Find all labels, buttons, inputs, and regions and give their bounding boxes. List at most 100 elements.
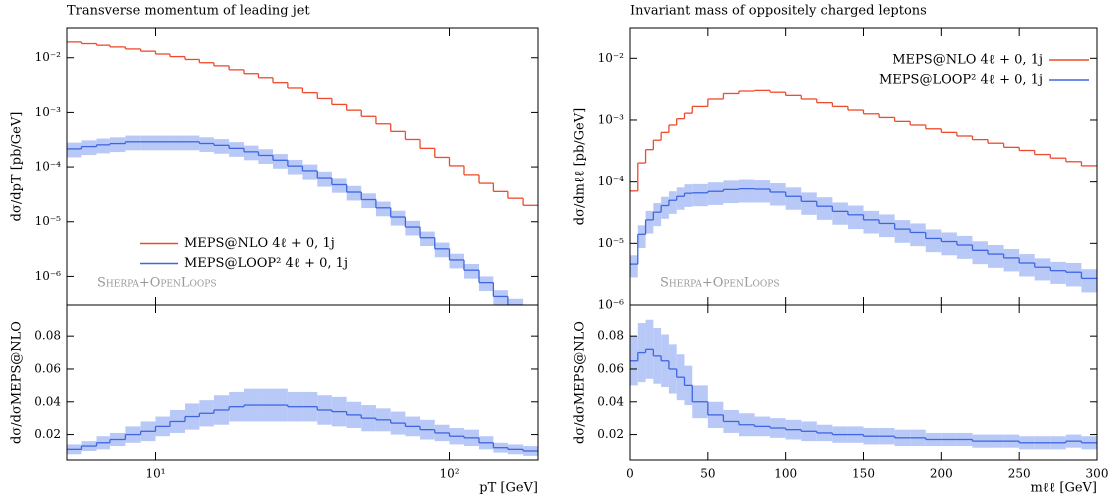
y-tick-label: 0.06 (34, 361, 61, 375)
uncertainty-band (972, 241, 989, 265)
uncertainty-band (630, 255, 638, 278)
uncertainty-band (894, 220, 911, 243)
uncertainty-band (125, 135, 141, 151)
uncertainty-band (661, 196, 669, 219)
y-tick-label: 10⁻⁶ (35, 269, 62, 283)
y-tick-label: 0.04 (597, 394, 624, 408)
uncertainty-band (988, 244, 1004, 268)
y-tick-label: 0.08 (597, 329, 624, 343)
x-tick-label: 100 (774, 467, 797, 481)
y-tick-label: 10⁻⁵ (35, 214, 62, 228)
panel: 10⁻⁶ 10⁻⁵ 10⁻⁴ 10⁻³ 10⁻² Transverse momentum … (10, 4, 539, 323)
x-tick-label: 150 (852, 467, 875, 481)
uncertainty-band (832, 202, 848, 225)
uncertainty-band (155, 135, 170, 151)
y-tick-label: 10⁻⁶ (598, 298, 625, 312)
uncertainty-band (653, 203, 662, 227)
y-axis-label: dσ/dσMEPS@NLO (10, 321, 25, 444)
y-tick-label: 10⁻⁴ (35, 160, 62, 174)
uncertainty-band (637, 225, 646, 248)
panel: 10⁻⁶ 10⁻⁵ 10⁻⁴ 10⁻³ 10⁻² Invariant mass of op… (573, 4, 1098, 312)
uncertainty-band (723, 180, 739, 204)
y-tick-label: 0.02 (597, 427, 624, 441)
y-tick-label: 10⁻⁵ (598, 236, 625, 250)
uncertainty-band (1003, 248, 1020, 272)
uncertainty-band (956, 235, 973, 259)
y-tick-label: 10⁻² (598, 51, 625, 65)
uncertainty-band (493, 290, 508, 305)
uncertainty-band (273, 154, 288, 169)
uncertainty-band (169, 135, 186, 151)
y-axis-label: dσ/dmℓℓ [pb/GeV] (573, 108, 588, 225)
uncertainty-band (213, 139, 230, 154)
legend-label: MEPS@LOOP² 4ℓ + 0, 1j (184, 256, 348, 271)
uncertainty-band (229, 142, 245, 157)
uncertainty-band (645, 210, 654, 234)
y-tick-label: 10⁻³ (35, 105, 62, 119)
plot-area (630, 89, 1097, 293)
uncertainty-band (847, 205, 864, 230)
uncertainty-band (941, 232, 957, 256)
uncertainty-band (523, 308, 538, 323)
uncertainty-band (420, 231, 435, 247)
uncertainty-band (676, 187, 685, 210)
frame (66, 304, 539, 461)
uncertainty-band (507, 298, 524, 305)
uncertainty-band (258, 149, 274, 164)
x-tick-label: 10² (439, 467, 459, 481)
uncertainty-band (375, 201, 391, 217)
legend-label: MEPS@NLO 4ℓ + 0, 1j (184, 236, 335, 251)
chart-title: Invariant mass of oppositely charged lep… (630, 4, 927, 19)
uncertainty-band (1065, 262, 1082, 287)
uncertainty-band (879, 214, 895, 238)
plot-area (67, 41, 538, 323)
uncertainty-band (910, 223, 926, 247)
annotation: Sherpa+OpenLoops (97, 276, 217, 291)
y-tick-label: 0.02 (34, 427, 61, 441)
uncertainty-band (707, 182, 724, 205)
uncertainty-band (434, 242, 450, 258)
uncertainty-band (684, 184, 693, 207)
x-tick-label: 0 (626, 467, 634, 481)
uncertainty-band (346, 185, 362, 201)
uncertainty-band (96, 138, 110, 154)
uncertainty-band (863, 210, 880, 234)
uncertainty-band (1050, 261, 1066, 284)
uncertainty-band (140, 135, 156, 151)
uncertainty-band (754, 180, 771, 203)
uncertainty-band (1081, 269, 1097, 293)
uncertainty-band (67, 142, 82, 158)
legend-label: MEPS@LOOP² 4ℓ + 0, 1j (879, 73, 1043, 88)
uncertainty-band (81, 140, 97, 156)
y-tick-label: 0.06 (597, 361, 624, 375)
uncertainty-band (801, 192, 817, 215)
y-tick-label: 10⁻³ (598, 112, 625, 126)
y-tick-label: 10⁻² (35, 50, 62, 64)
y-tick-label: 10⁻⁴ (598, 174, 625, 188)
uncertainty-band (449, 253, 464, 269)
uncertainty-band (692, 183, 708, 207)
x-tick-label: 50 (700, 467, 715, 481)
plot-area (67, 388, 538, 456)
x-tick-label: 300 (1086, 467, 1109, 481)
uncertainty-band (1034, 258, 1051, 281)
panel: 0.02 0.04 0.06 0.08 0 50 100 150 200 250 300 dσ/dσM… (573, 304, 1109, 495)
uncertainty-band (1019, 254, 1035, 277)
uncertainty-band (109, 137, 126, 153)
uncertainty-band (479, 276, 494, 292)
legend-label: MEPS@NLO 4ℓ + 0, 1j (892, 53, 1043, 68)
uncertainty-band (738, 179, 755, 203)
uncertainty-band (361, 193, 376, 209)
x-axis-label: pT [GeV] (479, 481, 538, 495)
uncertainty-band (244, 145, 259, 161)
uncertainty-band (185, 135, 200, 151)
uncertainty-band (199, 137, 214, 152)
x-tick-label: 200 (930, 467, 953, 481)
uncertainty-band (302, 164, 318, 180)
annotation: Sherpa+OpenLoops (660, 276, 780, 291)
plot-area (630, 319, 1097, 450)
y-tick-label: 0.04 (34, 394, 61, 408)
y-tick-label: 0.08 (34, 329, 61, 343)
x-tick-label: 250 (1008, 467, 1031, 481)
